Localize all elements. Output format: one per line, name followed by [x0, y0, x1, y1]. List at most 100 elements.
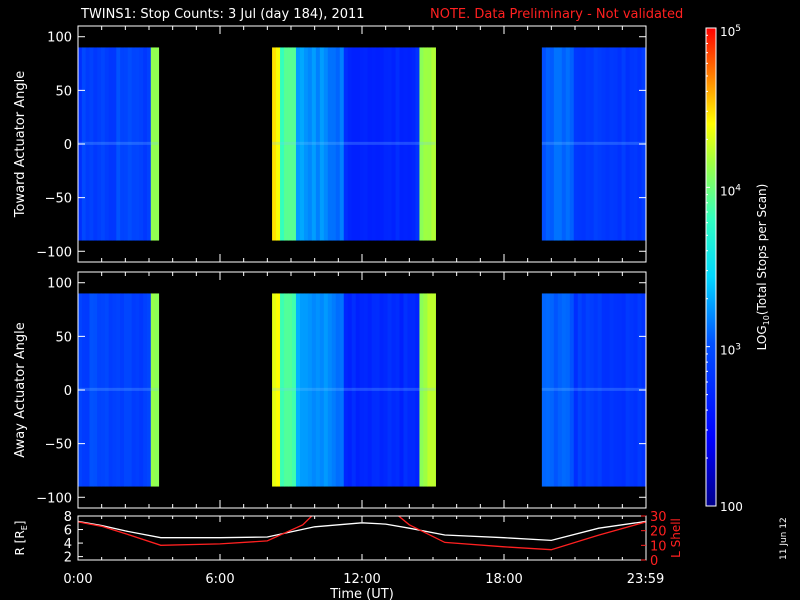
heatmap-cell	[415, 47, 421, 241]
heatmap-cell	[93, 293, 98, 487]
heatmap-cell	[597, 293, 603, 487]
heatmap-cell	[399, 293, 405, 487]
heatmap-cell	[93, 47, 98, 241]
heatmap-cell	[617, 47, 623, 241]
heatmap-cell	[272, 47, 277, 241]
heatmap-cell	[423, 293, 429, 487]
heatmap-cell	[557, 47, 563, 241]
heatmap-cell	[97, 47, 102, 241]
heatmap-cell	[339, 293, 345, 487]
heatmap-cell	[280, 47, 285, 241]
y-axis-label-right: L Shell	[669, 518, 683, 558]
heatmap-cell	[629, 47, 635, 241]
heatmap-cell	[89, 47, 94, 241]
heatmap-cell	[387, 47, 393, 241]
heatmap-cell	[112, 47, 117, 241]
y-tick-label: −100	[36, 491, 72, 506]
heatmap-cell	[621, 293, 627, 487]
panel-away: 100 50 0 −50 −100 Away Actuator Angle	[13, 271, 647, 509]
y-tick-label: 6	[64, 524, 72, 539]
heatmap-cell	[561, 47, 567, 241]
heatmap-cell	[581, 293, 587, 487]
heatmap-cell	[307, 47, 313, 241]
x-tick-label: 18:00	[485, 572, 522, 587]
heatmap-cell	[272, 293, 277, 487]
heatmap-cell	[419, 293, 425, 487]
heatmap-cell	[143, 47, 148, 241]
heatmap-cell	[383, 293, 389, 487]
heatmap-cells	[78, 293, 647, 487]
chart-title: TWINS1: Stop Counts: 3 Jul (day 184), 20…	[81, 7, 365, 22]
heatmap-cell	[617, 293, 623, 487]
heatmap-cell	[569, 293, 575, 487]
colorbar-tick-label: 105	[720, 24, 741, 39]
heatmap-cell	[303, 293, 309, 487]
y-tick-label: 4	[64, 537, 72, 552]
heatmap-cell	[276, 47, 281, 241]
heatmap-cell	[597, 47, 603, 241]
heatmap-cell	[363, 293, 369, 487]
heatmap-cell	[601, 47, 607, 241]
x-axis-label: Time (UT)	[329, 587, 394, 600]
heatmap-cell	[605, 47, 611, 241]
y-tick-label: −50	[45, 438, 72, 453]
heatmap-cell	[553, 47, 559, 241]
heatmap-cell	[154, 293, 160, 487]
heatmap-cell	[355, 293, 361, 487]
heatmap-cell	[123, 47, 129, 241]
heatmap-cell	[347, 47, 353, 241]
heatmap-cell	[100, 293, 106, 487]
heatmap-cell	[419, 47, 425, 241]
heatmap-cell	[577, 293, 583, 487]
heatmap-cell	[427, 293, 432, 487]
heatmap-cell	[112, 293, 117, 487]
x-tick-label: 12:00	[343, 572, 380, 587]
heatmap-cell	[331, 47, 337, 241]
heatmap-cell	[577, 47, 583, 241]
x-tick-label: 6:00	[205, 572, 234, 587]
heatmap-cell	[391, 293, 397, 487]
heatmap-cell	[565, 47, 571, 241]
heatmap-cell	[135, 293, 140, 487]
side-date-label: 11 Jun 12	[779, 517, 789, 560]
series-radius-line	[78, 520, 646, 542]
y-tick-label: 100	[47, 31, 72, 46]
heatmap-cell	[541, 387, 646, 391]
heatmap-cell	[280, 293, 285, 487]
heatmap-cell	[545, 293, 551, 487]
heatmap-cell	[553, 293, 559, 487]
y-tick-label-right: 30	[650, 510, 667, 525]
heatmap-cell	[284, 293, 289, 487]
heatmap-cell	[375, 47, 381, 241]
heatmap-cell	[284, 47, 289, 241]
heatmap-cell	[315, 293, 321, 487]
y-axis-label: Toward Actuator Angle	[13, 71, 28, 218]
heatmap-cell	[351, 47, 357, 241]
heatmap-cell	[391, 47, 397, 241]
heatmap-cell	[581, 47, 587, 241]
heatmap-cell	[154, 47, 160, 241]
heatmap-cell	[625, 47, 631, 241]
heatmap-cell	[335, 47, 341, 241]
heatmap-cell	[355, 47, 361, 241]
y-axis-label-left: R [RE]	[13, 521, 29, 556]
heatmap-cell	[585, 293, 591, 487]
heatmap-cell	[593, 47, 599, 241]
heatmap-cell	[375, 293, 381, 487]
heatmap-cell	[89, 293, 94, 487]
heatmap-cell	[545, 47, 551, 241]
heatmap-cell	[343, 47, 349, 241]
heatmap-cell	[331, 293, 337, 487]
y-tick-label: −50	[45, 192, 72, 207]
y-tick-label: 0	[64, 384, 72, 399]
heatmap-cell	[383, 47, 389, 241]
heatmap-cell	[363, 47, 369, 241]
heatmap-cell	[139, 293, 144, 487]
heatmap-cell	[541, 293, 547, 487]
heatmap-cell	[343, 293, 349, 487]
heatmap-cell	[395, 47, 401, 241]
heatmap-cell	[150, 47, 156, 241]
heatmap-cell	[150, 293, 156, 487]
heatmap-cell	[585, 47, 591, 241]
heatmap-cell	[541, 47, 547, 241]
